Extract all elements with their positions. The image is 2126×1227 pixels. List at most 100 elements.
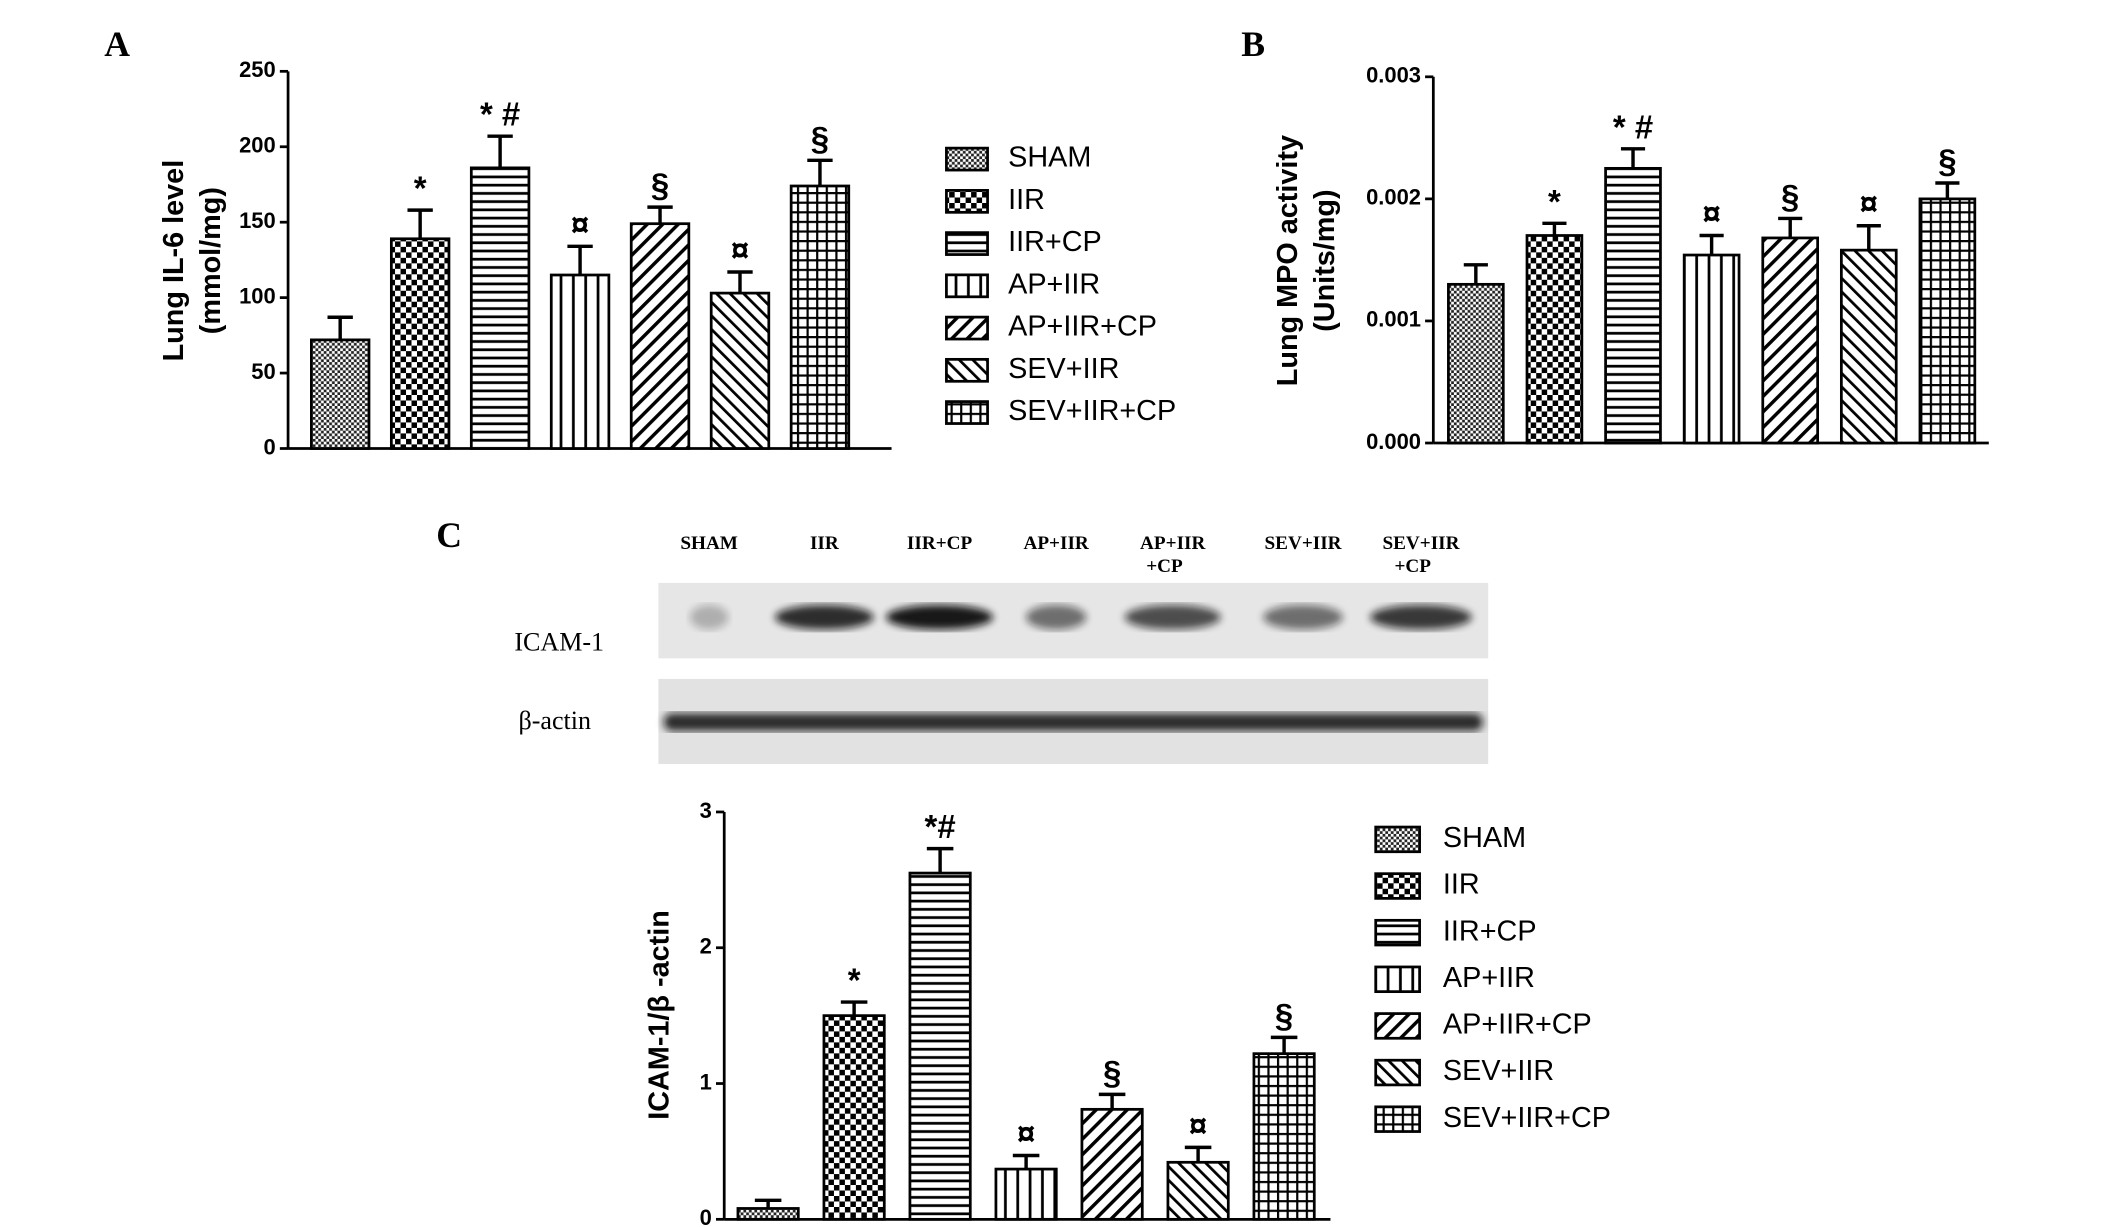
- legend-label: AP+IIR: [1008, 268, 1100, 300]
- legend-label: IIR: [1008, 184, 1045, 216]
- legend-label: SEV+IIR: [1443, 1055, 1554, 1087]
- significance-label: ¤: [1860, 185, 1878, 222]
- y-tick-label: 2: [700, 934, 712, 959]
- significance-label: *: [414, 170, 427, 207]
- legend-swatch: [1374, 1105, 1421, 1133]
- legend-swatch: [945, 273, 989, 299]
- bar: [310, 338, 371, 450]
- bar: [629, 222, 691, 450]
- significance-label: *: [1548, 183, 1561, 220]
- significance-label: * #: [1613, 108, 1653, 145]
- lane-label: +CP: [1394, 556, 1431, 577]
- legend-label: AP+IIR+CP: [1443, 1009, 1592, 1041]
- legend-label: IIR+CP: [1443, 915, 1537, 947]
- y-tick-label: 0.001: [1366, 307, 1421, 332]
- bar: [822, 1014, 886, 1221]
- bar: [1447, 282, 1505, 445]
- y-tick-label: 0: [700, 1205, 712, 1227]
- icam-band: [1263, 604, 1343, 630]
- y-tick-label: 0.000: [1366, 429, 1421, 454]
- significance-label: ¤: [571, 206, 589, 243]
- bar: [549, 273, 611, 450]
- legend-swatch: [1374, 965, 1421, 994]
- icam-band: [689, 604, 729, 630]
- bar: [1166, 1160, 1230, 1221]
- bar: [1761, 236, 1820, 445]
- significance-label: ¤: [1702, 195, 1720, 232]
- row-label: β-actin: [518, 706, 591, 735]
- y-tick-label: 200: [239, 133, 276, 158]
- significance-label: ¤: [1017, 1115, 1035, 1152]
- legend-label: SEV+IIR+CP: [1443, 1102, 1611, 1134]
- legend-swatch: [945, 231, 989, 256]
- bar: [736, 1207, 800, 1221]
- y-tick-label: 0.003: [1366, 63, 1421, 88]
- lane-label: SEV+IIR: [1264, 533, 1342, 554]
- y-tick-label: 3: [700, 798, 712, 823]
- icam-band: [774, 604, 874, 630]
- legend-label: IIR+CP: [1008, 226, 1102, 258]
- legend-label: SEV+IIR: [1008, 353, 1119, 385]
- significance-label: §: [1781, 178, 1799, 215]
- legend-swatch: [1374, 918, 1421, 947]
- row-label: ICAM-1: [514, 628, 604, 657]
- y-axis-label: (Units/mg): [1309, 189, 1341, 331]
- y-tick-label: 0.002: [1366, 185, 1421, 210]
- y-tick-label: 50: [251, 359, 275, 384]
- icam-band: [1124, 604, 1221, 630]
- legend-swatch: [945, 189, 989, 214]
- legend-label: SHAM: [1443, 822, 1526, 854]
- lane-label: SEV+IIR: [1382, 533, 1460, 554]
- significance-label: §: [1275, 997, 1293, 1034]
- icam-band: [1370, 604, 1472, 630]
- actin-band: [663, 713, 1483, 732]
- legend-swatch: [945, 146, 989, 172]
- y-tick-label: 100: [239, 283, 276, 308]
- y-axis-label: Lung MPO activity: [1272, 135, 1304, 386]
- legend-label: SHAM: [1008, 142, 1091, 174]
- significance-label: ¤: [1189, 1107, 1207, 1144]
- bar: [1918, 197, 1977, 445]
- y-axis-label: Lung IL-6 level: [158, 160, 190, 362]
- bar: [1252, 1052, 1316, 1221]
- significance-label: §: [1938, 142, 1956, 179]
- y-axis-label: ICAM-1/β -actin: [644, 910, 676, 1120]
- bar: [908, 871, 972, 1221]
- bar: [1080, 1107, 1144, 1221]
- legend-label: AP+IIR: [1443, 962, 1535, 994]
- legend-label: SEV+IIR+CP: [1008, 395, 1176, 427]
- significance-label: *: [848, 962, 861, 999]
- significance-label: * #: [480, 96, 520, 133]
- legend-label: AP+IIR+CP: [1008, 311, 1157, 343]
- y-tick-label: 150: [239, 208, 276, 233]
- bar: [1525, 234, 1584, 445]
- y-tick-label: 250: [239, 57, 276, 82]
- lane-label: +CP: [1146, 556, 1183, 577]
- bar: [994, 1167, 1058, 1221]
- significance-label: §: [811, 120, 829, 157]
- significance-label: *#: [925, 808, 956, 845]
- panel-label: B: [1241, 24, 1265, 64]
- icam-band: [1025, 604, 1087, 630]
- bar: [789, 184, 851, 450]
- significance-label: §: [1103, 1054, 1121, 1091]
- legend-swatch: [1374, 1058, 1421, 1087]
- lane-label: IIR: [810, 533, 840, 554]
- y-axis-label: (mmol/mg): [195, 187, 227, 334]
- legend-swatch: [1374, 872, 1421, 900]
- legend-swatch: [945, 357, 989, 383]
- legend-swatch: [1374, 1012, 1421, 1040]
- legend-swatch: [1374, 825, 1421, 854]
- legend-swatch: [945, 315, 989, 341]
- panel-label: C: [436, 515, 462, 555]
- icam-band: [886, 604, 994, 630]
- significance-label: ¤: [731, 231, 749, 268]
- bar: [709, 291, 771, 450]
- lane-label: AP+IIR: [1023, 533, 1089, 554]
- bar: [469, 166, 531, 450]
- y-tick-label: 0: [264, 434, 276, 459]
- lane-label: SHAM: [680, 533, 738, 554]
- panel-label: A: [104, 24, 130, 64]
- bar: [1839, 248, 1898, 445]
